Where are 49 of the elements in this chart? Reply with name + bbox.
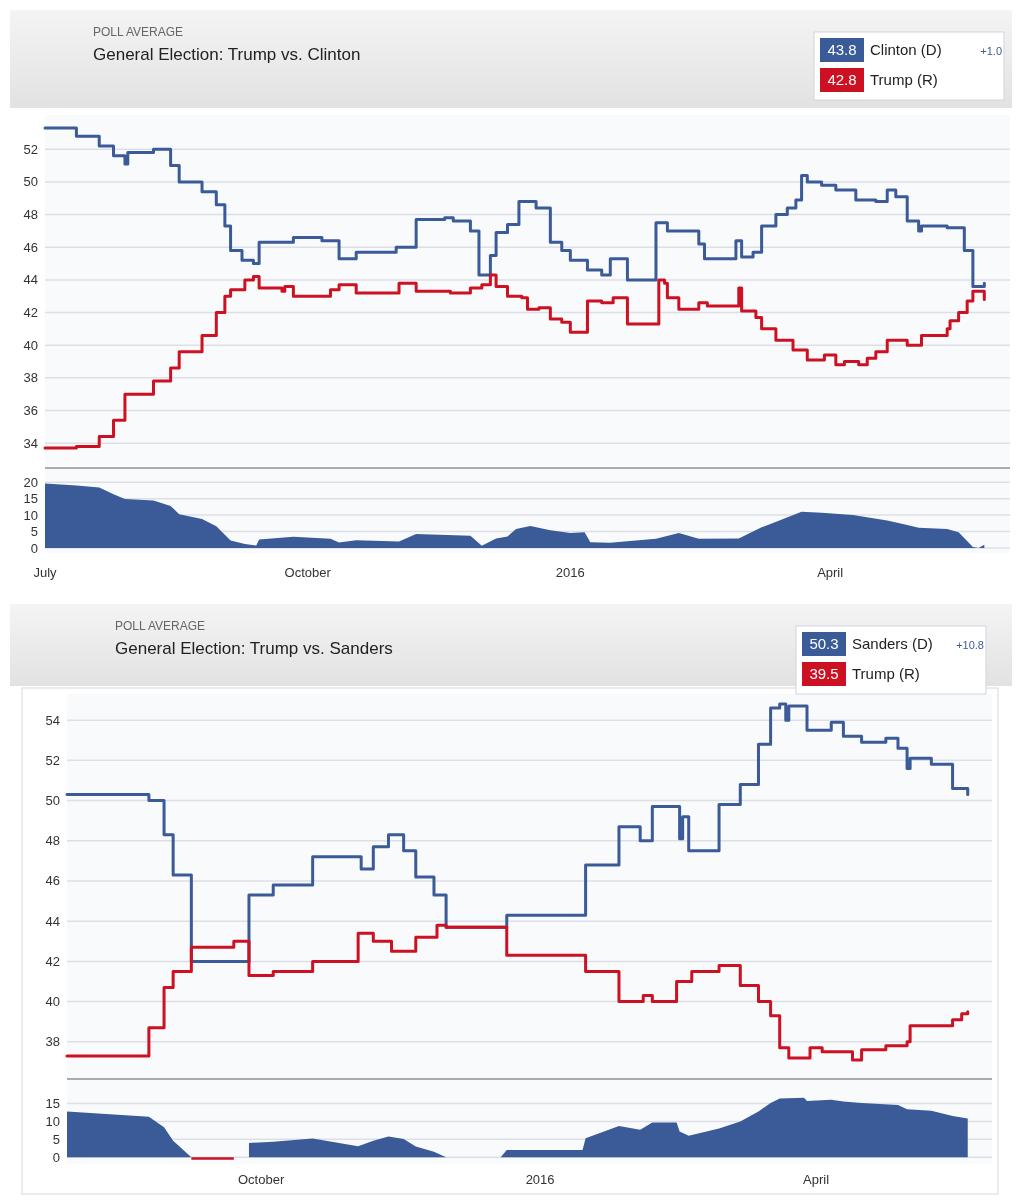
y-tick-label: 5 xyxy=(30,524,38,540)
text: 39.5 xyxy=(809,665,839,682)
x-tick-label: April xyxy=(817,565,844,580)
chart-subtitle: POLL AVERAGE xyxy=(115,619,206,633)
y-tick-label: 44 xyxy=(45,913,60,929)
y-tick-label: 50 xyxy=(23,174,38,190)
y-tick-label: 10 xyxy=(45,1113,60,1129)
chart-subtitle: POLL AVERAGE xyxy=(93,25,184,39)
y-tick-label: 10 xyxy=(23,507,38,523)
legend-label: Trump (R) xyxy=(870,71,938,88)
text: +1.0 xyxy=(980,45,1002,57)
chart-title: General Election: Trump vs. Sanders xyxy=(115,639,393,658)
y-tick-label: 38 xyxy=(23,370,38,386)
x-tick-label: October xyxy=(284,565,332,580)
y-tick-label: 36 xyxy=(23,402,38,418)
y-tick-label: 44 xyxy=(23,272,38,288)
y-tick-label: 0 xyxy=(52,1149,60,1165)
text: 43.8 xyxy=(827,41,857,58)
x-tick-label: 2016 xyxy=(555,565,585,580)
text: +10.8 xyxy=(956,639,984,651)
x-tick-label: 2016 xyxy=(525,1172,555,1187)
text: 50.3 xyxy=(809,635,839,652)
y-tick-label: 40 xyxy=(23,337,38,353)
y-tick-label: 52 xyxy=(45,752,60,768)
y-tick-label: 20 xyxy=(23,474,38,490)
x-tick-label: July xyxy=(33,565,58,580)
y-tick-label: 50 xyxy=(45,793,60,809)
y-tick-label: 54 xyxy=(45,712,60,728)
x-tick-label: October xyxy=(237,1172,285,1187)
y-tick-label: 42 xyxy=(23,305,38,321)
x-tick-label: April xyxy=(803,1172,830,1187)
y-tick-label: 34 xyxy=(23,435,38,451)
y-tick-label: 52 xyxy=(23,141,38,157)
legend-label: Clinton (D) xyxy=(870,41,942,58)
legend-label: Sanders (D) xyxy=(852,635,933,652)
y-tick-label: 42 xyxy=(45,953,60,969)
legend-label: Trump (R) xyxy=(852,665,920,682)
y-tick-label: 0 xyxy=(30,540,38,556)
y-tick-label: 5 xyxy=(52,1131,60,1147)
y-tick-label: 40 xyxy=(45,994,60,1010)
y-tick-label: 46 xyxy=(23,239,38,255)
y-tick-label: 15 xyxy=(45,1096,60,1112)
y-tick-label: 15 xyxy=(23,491,38,507)
y-tick-label: 48 xyxy=(45,833,60,849)
y-tick-label: 38 xyxy=(45,1034,60,1050)
y-tick-label: 48 xyxy=(23,207,38,223)
chart-title: General Election: Trump vs. Clinton xyxy=(93,45,361,64)
y-tick-label: 46 xyxy=(45,873,60,889)
text: 42.8 xyxy=(827,71,857,88)
